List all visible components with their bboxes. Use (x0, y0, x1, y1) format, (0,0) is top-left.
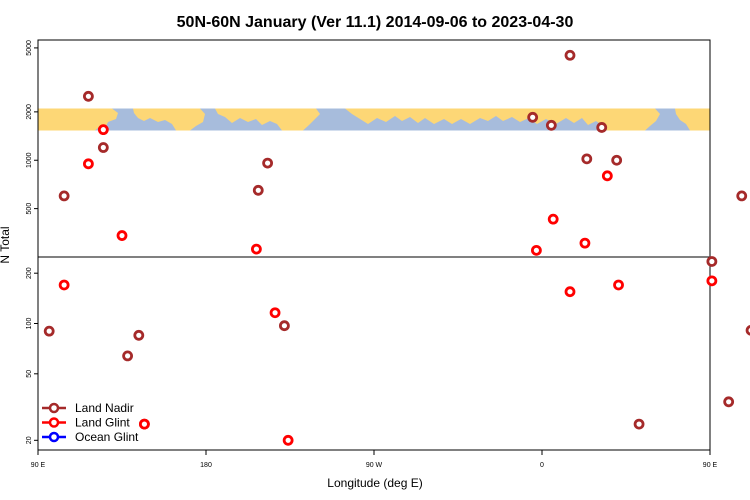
land-glint-point (138, 418, 150, 430)
x-tick-label: 0 (540, 462, 544, 469)
chart-title: 50N-60N January (Ver 11.1) 2014-09-06 to… (177, 14, 574, 31)
x-axis-label: Longitude (deg E) (327, 476, 422, 490)
x-tick-label: 90 E (31, 462, 46, 469)
land-nadir-point (581, 153, 593, 165)
legend-marker (48, 431, 60, 443)
legend-label: Land Nadir (75, 401, 134, 415)
land-glint-point (601, 170, 613, 182)
land-nadir-point (262, 157, 274, 169)
x-tick-label: 90 E (703, 462, 718, 469)
y-axes: 500 1000 2000 5000 20 50 100 200 (26, 40, 38, 444)
land-nadir-point (278, 320, 290, 332)
x-tick-label: 180 (200, 462, 212, 469)
y-axis-label: N Total (0, 226, 12, 263)
land-nadir-point (133, 329, 145, 341)
land-nadir-point (633, 418, 645, 430)
y-tick-label: 100 (26, 318, 33, 330)
land-nadir-point (545, 119, 557, 131)
land-nadir-point (97, 142, 109, 153)
land-glint-point (706, 275, 718, 287)
land-glint-point (564, 286, 576, 298)
upper-panel-frame (37, 39, 711, 258)
y-tick-label: 50 (26, 370, 33, 378)
land-nadir-point (596, 122, 608, 133)
x-axis: 90 E 180 90 W 0 90 E (31, 450, 718, 469)
land-nadir-point (83, 90, 94, 102)
land-nadir-point (736, 190, 748, 202)
y-tick-label: 200 (26, 267, 33, 279)
y-tick-label: 20 (26, 436, 33, 444)
legend-label: Ocean Glint (75, 430, 139, 444)
map-band (38, 108, 710, 131)
land-nadir-point (122, 350, 133, 362)
land-glint-point (83, 158, 94, 170)
land-nadir-point (58, 190, 70, 202)
legend-marker (48, 417, 60, 428)
land-nadir-point (723, 396, 735, 408)
y-tick-label: 500 (26, 203, 33, 215)
land-glint-point (613, 279, 624, 291)
land-nadir-point (564, 49, 576, 61)
land-glint-point (250, 243, 262, 255)
data-points (43, 49, 750, 446)
land-glint-point (531, 244, 542, 256)
y-tick-label: 2000 (26, 104, 33, 120)
land-glint-point (97, 124, 109, 136)
x-tick-label: 90 W (366, 462, 383, 469)
lower-panel-frame (37, 256, 711, 451)
legend-label: Land Glint (75, 416, 130, 430)
land-glint-point (547, 213, 559, 225)
land-nadir-point (745, 325, 750, 336)
legend-marker (48, 402, 60, 414)
land-glint-point (282, 434, 294, 446)
land-nadir-point (706, 256, 718, 267)
land-glint-point (269, 307, 281, 319)
land-nadir-point (43, 325, 55, 337)
land-nadir-point (611, 154, 623, 166)
land-glint-point (579, 237, 591, 249)
y-tick-label: 5000 (26, 40, 33, 56)
land-nadir-point (252, 184, 264, 196)
land-nadir-point (527, 111, 539, 123)
land-glint-point (116, 230, 128, 241)
land-glint-point (58, 279, 70, 291)
y-tick-label: 1000 (26, 152, 33, 168)
